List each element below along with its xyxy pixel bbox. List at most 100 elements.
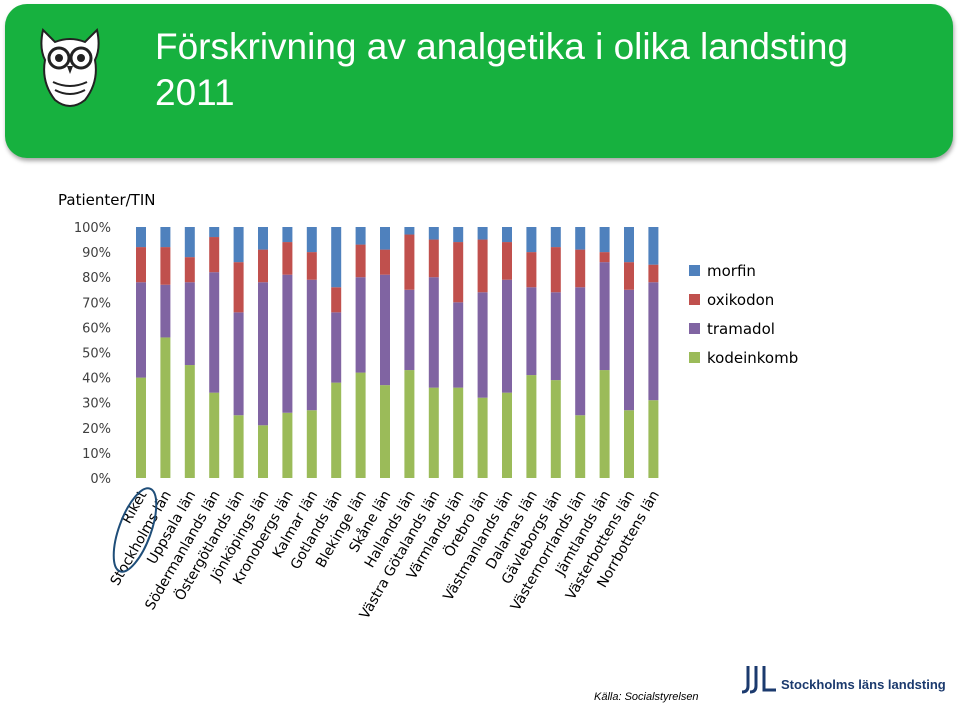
legend-label-tramadol: tramadol	[707, 320, 775, 338]
bar-segment-oxikodon	[502, 242, 512, 280]
bar-segment-kodeinkomb	[331, 382, 342, 478]
bar-segment-tramadol	[233, 312, 244, 416]
bar-segment-oxikodon	[599, 252, 610, 263]
bar-segment-oxikodon	[282, 242, 293, 275]
legend-label-kodeinkomb: kodeinkomb	[707, 349, 798, 367]
highlight-circle	[112, 487, 158, 573]
bar-segment-morfin	[380, 227, 390, 250]
bar-segment-morfin	[599, 227, 610, 253]
bar-segment-morfin	[355, 227, 366, 245]
bar-segment-tramadol	[404, 289, 415, 371]
bar-segment-kodeinkomb	[477, 397, 488, 478]
footer-logo-name: Stockholms läns landsting	[781, 677, 946, 692]
bar-segment-morfin	[306, 227, 317, 253]
bar-segment-oxikodon	[550, 247, 561, 293]
y-axis-label: Patienter/TIN	[58, 191, 156, 209]
bar-segment-morfin	[428, 227, 439, 240]
bar-segment-kodeinkomb	[258, 425, 268, 478]
bar-segment-morfin	[184, 227, 195, 258]
bar-segment-oxikodon	[160, 247, 171, 285]
bar-segment-tramadol	[258, 282, 268, 426]
bar-segment-tramadol	[209, 272, 220, 393]
legend-label-oxikodon: oxikodon	[707, 291, 774, 309]
bar-segment-morfin	[282, 227, 293, 243]
bar-segment-oxikodon	[453, 242, 464, 303]
legend-swatch-morfin	[689, 265, 700, 276]
bar-segment-morfin	[160, 227, 171, 248]
y-tick-label: 60%	[82, 321, 111, 336]
bar-segment-morfin	[453, 227, 464, 243]
bar-segment-morfin	[648, 227, 659, 265]
bar-segment-tramadol	[331, 312, 342, 383]
bar-segment-kodeinkomb	[136, 377, 146, 478]
title-banner: Förskrivning av analgetika i olika lands…	[5, 4, 953, 158]
bar-segment-tramadol	[355, 277, 366, 373]
y-tick-label: 30%	[82, 397, 111, 412]
bar-segment-oxikodon	[258, 249, 268, 283]
bar-segment-kodeinkomb	[404, 370, 415, 478]
bar-segment-tramadol	[599, 262, 610, 371]
bar-segment-oxikodon	[209, 237, 220, 273]
bar-segment-oxikodon	[648, 264, 659, 283]
bar-segment-tramadol	[453, 302, 464, 388]
bar-segment-oxikodon	[380, 249, 390, 275]
bar-segment-oxikodon	[477, 239, 488, 293]
y-tick-label: 50%	[82, 347, 111, 362]
bar-segment-kodeinkomb	[599, 370, 610, 478]
bar-segment-oxikodon	[404, 234, 415, 290]
bar-segment-tramadol	[282, 274, 293, 413]
source-text: Källa: Socialstyrelsen	[594, 691, 699, 703]
bar-segment-tramadol	[575, 287, 586, 416]
bar-segment-morfin	[404, 227, 415, 235]
bar-segment-morfin	[477, 227, 488, 240]
bar-segment-tramadol	[380, 274, 390, 386]
bar-segment-kodeinkomb	[648, 400, 659, 478]
stacked-bar-chart: Patienter/TIN 0% 10% 20% 30% 40% 50% 60% 70% 80%…	[58, 191, 798, 622]
bar-segment-kodeinkomb	[428, 387, 439, 478]
bar-segment-tramadol	[428, 277, 439, 388]
y-tick-label: 40%	[82, 372, 111, 387]
bar-segment-tramadol	[648, 282, 659, 401]
bar-segment-oxikodon	[428, 239, 439, 278]
y-tick-label: 70%	[82, 296, 111, 311]
bar-segment-oxikodon	[331, 287, 342, 313]
bar-segment-morfin	[550, 227, 561, 248]
bar-segment-kodeinkomb	[453, 387, 464, 478]
bar-segment-tramadol	[184, 282, 195, 366]
bar-segment-tramadol	[306, 279, 317, 411]
bar-segment-kodeinkomb	[502, 392, 512, 478]
bar-segment-oxikodon	[526, 252, 537, 288]
y-tick-label: 20%	[82, 422, 111, 437]
bar-segment-oxikodon	[136, 247, 146, 283]
bar-segment-oxikodon	[624, 262, 634, 290]
bar-segment-oxikodon	[306, 252, 317, 280]
bar-segment-kodeinkomb	[209, 392, 220, 478]
bar-segment-tramadol	[624, 289, 634, 411]
bar-segment-oxikodon	[184, 257, 195, 283]
bar-segment-kodeinkomb	[282, 412, 293, 478]
bar-segment-morfin	[233, 227, 244, 263]
bar-segment-oxikodon	[575, 249, 586, 288]
bar-segment-morfin	[624, 227, 634, 263]
y-tick-label: 80%	[82, 271, 111, 286]
sll-logo-icon	[742, 666, 776, 694]
y-tick-label: 0%	[90, 472, 111, 487]
owl-icon	[40, 28, 100, 107]
page-title: Förskrivning av analgetika i olika lands…	[155, 26, 849, 113]
bar-segment-tramadol	[502, 279, 512, 393]
bar-segment-morfin	[136, 227, 146, 248]
y-tick-label: 90%	[82, 246, 111, 261]
bar-segment-morfin	[575, 227, 586, 250]
legend-label-morfin: morfin	[707, 262, 756, 280]
bar-segment-kodeinkomb	[355, 372, 366, 478]
bar-segment-tramadol	[160, 284, 171, 338]
bar-segment-tramadol	[550, 292, 561, 381]
bar-segment-morfin	[258, 227, 268, 250]
bar-segment-oxikodon	[355, 244, 366, 278]
bar-segment-kodeinkomb	[624, 410, 634, 478]
bar-segment-kodeinkomb	[306, 410, 317, 478]
bar-segment-oxikodon	[233, 262, 244, 313]
bar-segment-tramadol	[136, 282, 146, 378]
y-tick-label: 100%	[74, 221, 111, 236]
legend-swatch-oxikodon	[689, 294, 700, 305]
